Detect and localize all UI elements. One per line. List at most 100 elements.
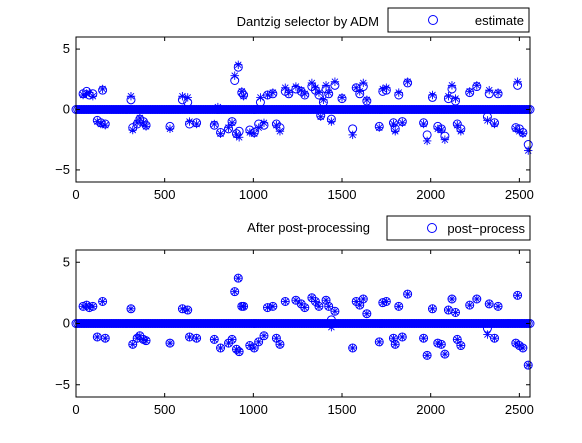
true-signal-point-stroke [297, 300, 305, 308]
true-signal-point [444, 305, 453, 315]
true-signal-point [307, 78, 317, 88]
true-signal-point [391, 127, 400, 136]
true-signal-point [327, 322, 336, 332]
true-signal-point [428, 90, 437, 100]
true-signal-point [440, 135, 450, 144]
true-signal-point [126, 304, 136, 313]
true-signal-point [472, 81, 481, 90]
true-signal-point-stroke [101, 334, 109, 342]
true-signal-point-stroke [217, 344, 224, 352]
true-signal-point [88, 92, 98, 101]
true-signal-point [128, 125, 137, 135]
true-signal-point-stroke [452, 95, 459, 102]
true-signal-point-stroke [129, 126, 137, 134]
true-signal-point [490, 334, 499, 343]
true-signal-point-stroke [391, 340, 399, 348]
true-signal-point [141, 336, 151, 345]
legend-marker [427, 223, 437, 233]
true-signal-point-stroke [297, 86, 305, 94]
true-signal-point-stroke [166, 125, 174, 133]
true-signal-point [210, 119, 219, 129]
true-signal-point-stroke [276, 340, 284, 348]
true-signal-point-stroke [136, 332, 144, 340]
true-signal-point-stroke [363, 96, 371, 104]
true-signal-point [483, 116, 492, 125]
true-signal-point [88, 302, 98, 311]
true-signal-point-stroke [429, 91, 436, 99]
true-signal-point-stroke [292, 83, 300, 90]
true-signal-point-stroke [453, 121, 461, 129]
true-signal-point [275, 127, 285, 136]
true-signal-point-stroke [448, 81, 456, 89]
true-signal-point-stroke [448, 295, 456, 303]
true-signal-point [284, 88, 294, 97]
true-signal-point-stroke [404, 290, 411, 298]
true-signal-point-stroke [166, 339, 174, 347]
legend-box [386, 215, 531, 241]
true-signal-point-stroke [484, 331, 491, 338]
true-signal-point [419, 119, 428, 129]
true-signal-point [314, 302, 324, 311]
panel-2-legend: post−process [386, 215, 531, 241]
true-signal-point [513, 77, 522, 86]
true-signal-point [254, 123, 263, 132]
true-signal-point-stroke [193, 120, 200, 128]
legend-marker [428, 15, 438, 25]
true-signal-point [327, 117, 336, 126]
true-signal-point [382, 297, 391, 306]
true-signal-point [272, 334, 281, 343]
true-signal-point [485, 299, 494, 309]
true-signal-point-stroke [179, 92, 186, 100]
true-signal-point-stroke [466, 301, 474, 309]
true-signal-point [375, 123, 384, 132]
true-signal-point [98, 84, 107, 94]
true-signal-point-stroke [142, 123, 150, 130]
true-signal-point-stroke [234, 274, 242, 282]
true-signal-point-stroke [255, 338, 263, 346]
true-signal-point [440, 349, 450, 359]
true-signal-point-stroke [312, 84, 319, 92]
true-signal-point [453, 335, 462, 344]
true-signal-point-stroke [89, 92, 97, 100]
true-signal-point [165, 124, 175, 134]
true-signal-point [230, 287, 239, 296]
true-signal-point-stroke [452, 309, 459, 316]
true-signal-point [456, 127, 466, 136]
true-signal-point [213, 102, 223, 112]
true-signal-point-stroke [312, 298, 319, 305]
true-signal-point [359, 78, 368, 88]
true-signal-point-stroke [423, 137, 431, 145]
true-signal-point [451, 308, 460, 317]
true-signal-point [281, 83, 290, 92]
x-tick-label: 1000 [239, 187, 268, 202]
true-signal-point [263, 90, 272, 100]
true-signal-point [210, 335, 219, 344]
y-tick-label: 5 [63, 254, 70, 269]
true-signal-point [447, 81, 457, 90]
true-signal-point-stroke [273, 334, 280, 342]
true-signal-point [330, 307, 340, 316]
x-tick-label: 0 [72, 402, 79, 417]
true-signal-point-stroke [264, 304, 271, 311]
true-signal-point [330, 77, 340, 86]
true-signal-point-stroke [473, 295, 481, 303]
true-signal-point-stroke [231, 288, 239, 295]
true-signal-point-stroke [217, 130, 224, 138]
true-signal-point [192, 119, 201, 129]
true-signal-point [165, 338, 175, 348]
true-signal-point-stroke [383, 298, 390, 305]
true-signal-point-stroke [240, 303, 247, 310]
true-signal-point-stroke [281, 84, 289, 92]
true-signal-point [524, 360, 533, 370]
x-tick-label: 0 [72, 187, 79, 202]
true-signal-point [101, 121, 110, 130]
true-signal-point-stroke [404, 78, 411, 86]
true-signal-point-stroke [89, 303, 97, 310]
true-signal-point-stroke [214, 103, 222, 111]
true-signal-point [98, 297, 107, 306]
true-signal-point [485, 85, 494, 95]
true-signal-point [239, 92, 248, 101]
true-signal-point-stroke [429, 305, 436, 313]
true-signal-point [451, 94, 460, 103]
